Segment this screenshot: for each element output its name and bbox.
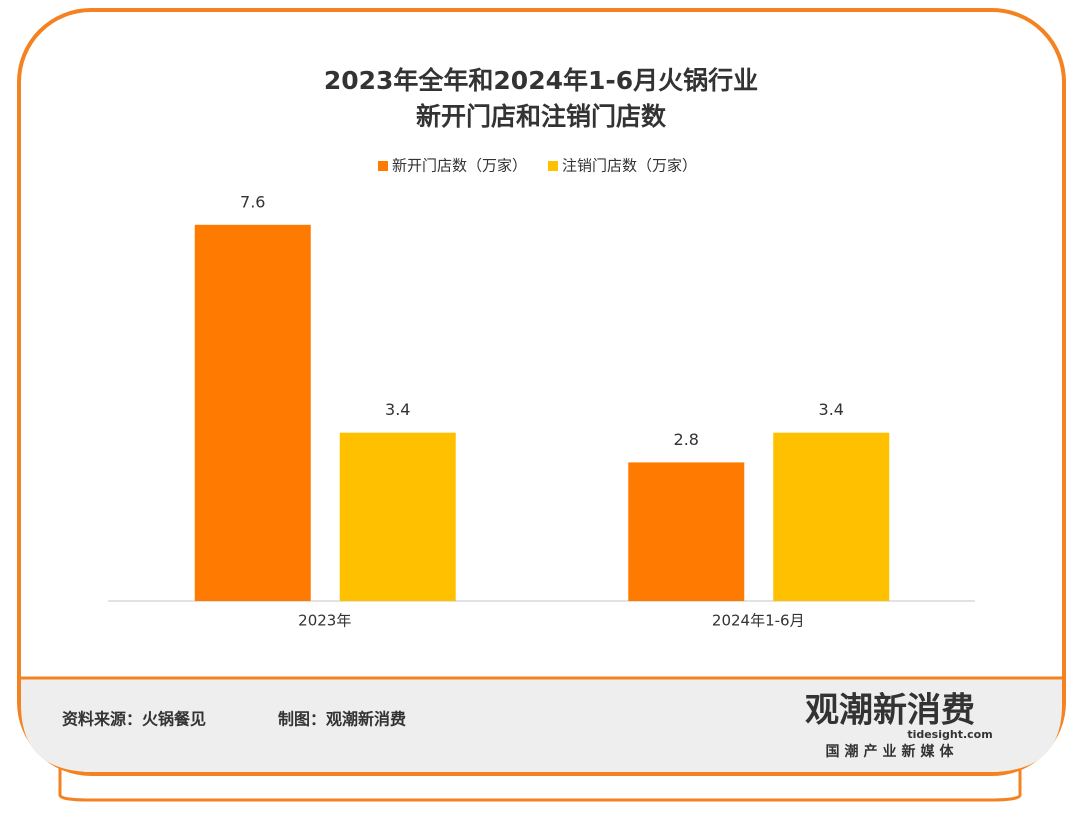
data-label: 7.6 — [240, 192, 265, 211]
x-tick-label: 2024年1-6月 — [712, 612, 805, 630]
data-label: 3.4 — [385, 400, 410, 419]
bar — [339, 432, 456, 601]
chart-title: 新开门店和注销门店数 — [416, 102, 667, 131]
bar — [194, 224, 311, 602]
footer-band — [21, 678, 1062, 772]
legend-swatch — [378, 161, 388, 171]
logo-site: tidesight.com — [907, 728, 992, 741]
maker: 制图：观潮新消费 — [278, 710, 406, 729]
legend-label: 新开门店数（万家） — [392, 157, 527, 175]
legend-label: 注销门店数（万家） — [562, 157, 697, 175]
legend-swatch — [548, 161, 558, 171]
logo-slogan: 国潮产业新媒体 — [826, 743, 959, 760]
frame-back — [58, 740, 1022, 802]
source: 资料来源：火锅餐见 — [62, 710, 206, 729]
x-tick-label: 2023年 — [298, 612, 351, 630]
data-label: 2.8 — [674, 430, 699, 449]
bar — [773, 432, 890, 601]
chart-title: 2023年全年和2024年1-6月火锅行业 — [324, 66, 758, 95]
bar — [628, 462, 745, 601]
data-label: 3.4 — [819, 400, 844, 419]
logo-name: 观潮新消费 — [805, 691, 975, 731]
